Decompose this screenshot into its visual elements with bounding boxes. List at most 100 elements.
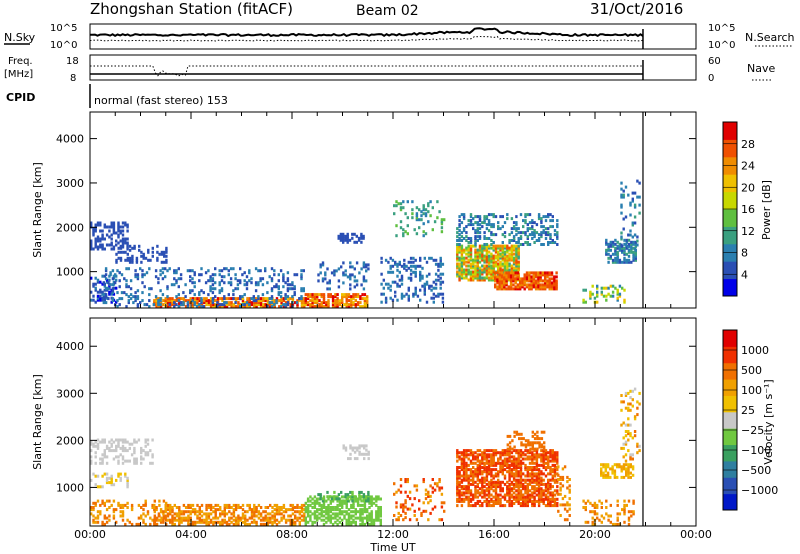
heatmap-cell [613, 471, 617, 475]
heatmap-cell [510, 502, 514, 505]
heatmap-cell [142, 449, 145, 453]
heatmap-cell [627, 402, 630, 406]
heatmap-cell [501, 451, 504, 455]
heatmap-cell [126, 243, 129, 247]
heatmap-cell [528, 275, 531, 279]
heatmap-cell [512, 273, 515, 277]
heatmap-cell [458, 495, 461, 499]
heatmap-cell [133, 244, 136, 248]
heatmap-cell [520, 443, 523, 447]
heatmap-cell [319, 263, 322, 267]
heatmap-cell [517, 457, 520, 461]
x-tick-label: 12:00 [377, 528, 409, 541]
heatmap-cell [209, 508, 213, 512]
heatmap-cell [481, 225, 484, 229]
heatmap-cell [368, 495, 371, 499]
heatmap-cell [244, 516, 247, 520]
heatmap-cell [160, 260, 164, 264]
heatmap-cell [356, 301, 360, 305]
heatmap-cell [164, 503, 167, 507]
heatmap-cell [212, 510, 215, 514]
heatmap-cell [124, 474, 127, 478]
heatmap-cell [634, 256, 637, 260]
heatmap-cell [331, 295, 335, 299]
heatmap-cell [134, 275, 137, 279]
heatmap-cell [542, 489, 545, 493]
heatmap-cell [234, 277, 237, 281]
heatmap-cell [407, 294, 410, 298]
heatmap-cell [115, 438, 118, 442]
heatmap-cell [476, 276, 479, 280]
heatmap-cell [349, 444, 352, 448]
heatmap-cell [632, 499, 635, 503]
heatmap-cell [425, 280, 429, 284]
heatmap-cell [517, 227, 520, 231]
heatmap-cell [494, 250, 498, 254]
heatmap-cell [512, 502, 516, 505]
heatmap-cell [101, 245, 104, 249]
heatmap-cell [462, 250, 466, 254]
heatmap-cell [439, 280, 442, 284]
heatmap-cell [528, 283, 531, 287]
heatmap-cell [336, 305, 339, 309]
heatmap-cell [522, 457, 525, 461]
heatmap-cell [200, 503, 204, 507]
heatmap-cell [490, 461, 493, 465]
heatmap-cell [494, 489, 498, 493]
heatmap-cell [101, 461, 104, 465]
heatmap-cell [430, 256, 433, 260]
heatmap-cell [316, 501, 319, 505]
heatmap-cell [492, 278, 495, 282]
heatmap-cell [490, 225, 493, 229]
heatmap-cell [535, 455, 539, 459]
heatmap-cell [289, 287, 292, 291]
heatmap-cell [259, 506, 263, 509]
heatmap-cell [275, 522, 279, 526]
heatmap-cell [408, 518, 412, 522]
heatmap-cell [118, 279, 121, 283]
heatmap-cell [540, 495, 543, 499]
heatmap-cell [227, 281, 230, 285]
heatmap-cell [483, 258, 486, 262]
heatmap-cell [214, 303, 217, 307]
heatmap-cell [462, 256, 466, 260]
heatmap-cell [512, 491, 516, 495]
heatmap-cell [605, 242, 608, 246]
heatmap-cell [349, 265, 352, 269]
heatmap-cell [472, 260, 475, 264]
heatmap-cell [112, 483, 116, 487]
heatmap-cell [337, 285, 341, 289]
heatmap-cell [544, 277, 547, 281]
heatmap-cell [94, 474, 97, 478]
heatmap-cell [345, 303, 348, 307]
heatmap-cell [270, 305, 274, 309]
colorbar-tick-label: 20 [741, 181, 755, 194]
heatmap-cell [234, 508, 238, 512]
heatmap-cell [537, 468, 541, 472]
heatmap-cell [438, 486, 441, 490]
heatmap-cell [291, 297, 295, 301]
heatmap-cell [474, 260, 477, 264]
heatmap-cell [318, 305, 321, 309]
heatmap-cell [497, 457, 500, 461]
heatmap-cell [494, 497, 498, 501]
heatmap-cell [472, 272, 475, 276]
heatmap-cell [553, 466, 557, 469]
heatmap-cell [542, 502, 545, 505]
heatmap-cell [638, 195, 641, 199]
heatmap-cell [526, 485, 529, 489]
heatmap-cell [229, 283, 233, 287]
heatmap-cell [344, 236, 347, 240]
heatmap-cell [483, 480, 486, 484]
heatmap-cell [178, 512, 181, 516]
heatmap-cell [125, 285, 128, 289]
heatmap-cell [293, 273, 296, 277]
heatmap-cell [178, 301, 181, 305]
colorbar-tick-label: 4 [741, 268, 748, 281]
heatmap-cell [553, 468, 557, 472]
heatmap-cell [582, 288, 585, 292]
heatmap-cell [408, 497, 412, 501]
heatmap-cell [341, 506, 344, 509]
heatmap-cell [402, 234, 405, 238]
heatmap-cell [198, 299, 201, 303]
